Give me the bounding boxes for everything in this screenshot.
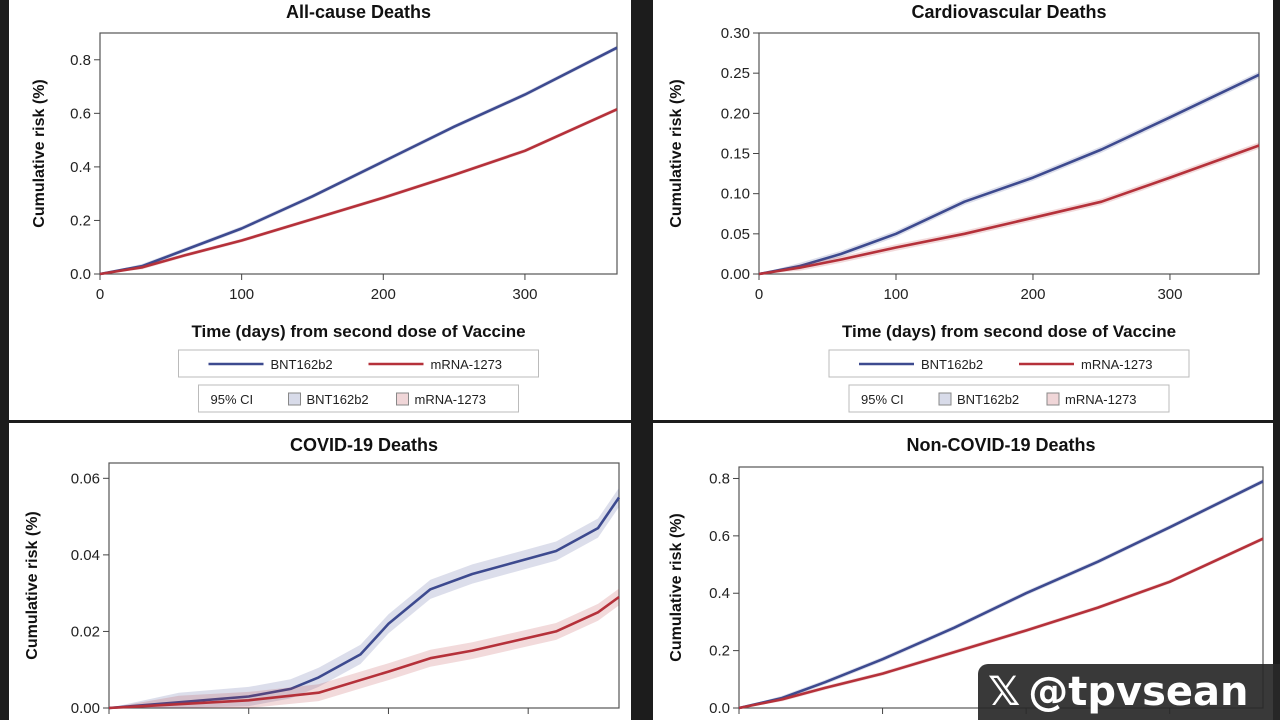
chart-title: COVID-19 Deaths — [290, 435, 438, 455]
y-tick-label: 0.4 — [70, 159, 91, 176]
legend-ci-label: 95% CI — [211, 392, 254, 407]
plot-frame — [99, 32, 618, 275]
legend-label: BNT162b2 — [921, 357, 983, 372]
y-tick-label: 0.20 — [721, 105, 750, 122]
y-tick-label: 0.4 — [709, 585, 730, 602]
y-tick-label: 0.06 — [71, 470, 100, 487]
x-tick-label: 0 — [96, 286, 104, 303]
y-tick-label: 0.02 — [71, 623, 100, 640]
y-tick-label: 0.00 — [71, 700, 100, 717]
x-tick-label: 0 — [755, 286, 763, 303]
y-tick-label: 0.25 — [721, 65, 750, 82]
chart-non-covid-deaths: Non-COVID-19 Deaths Cumulative risk (%) 0.… — [668, 435, 1264, 717]
y-tick-label: 0.0 — [709, 700, 730, 717]
legend-ci-swatch-bnt162b2 — [938, 392, 952, 406]
legend-label: mRNA-1273 — [1081, 357, 1153, 372]
chart-title: Non-COVID-19 Deaths — [906, 435, 1095, 455]
chart-legend: BNT162b2 mRNA-1273 95% CI BNT162b2 mRNA-1273 — [178, 349, 539, 413]
chart-title: Cardiovascular Deaths — [911, 2, 1106, 22]
y-tick-label: 0.30 — [721, 25, 750, 42]
legend-ci-box — [198, 384, 519, 413]
series-line-bnt162b2 — [108, 496, 621, 710]
legend-ci-swatch-mrna-1273 — [396, 392, 409, 406]
y-tick-label: 0.8 — [709, 470, 730, 487]
series-line-mrna-1273 — [758, 144, 1260, 276]
legend-label: mRNA-1273 — [1065, 392, 1137, 407]
y-tick-label: 0.0 — [70, 266, 91, 283]
chart-all-cause-deaths: All-cause Deaths Cumulative risk (%) 0.0 0.… — [31, 2, 618, 413]
legend-label: BNT162b2 — [307, 392, 369, 407]
legend-ci-box — [848, 384, 1170, 413]
legend-ci-label: 95% CI — [861, 392, 904, 407]
y-tick-label: 0.6 — [709, 528, 730, 545]
series-line-mrna-1273 — [99, 108, 618, 276]
series-line-mrna-1273 — [738, 537, 1264, 710]
chart-panel-all-cause: All-cause Deaths Cumulative risk (%) 0.0 0.… — [9, 0, 631, 420]
x-tick-label: 300 — [512, 286, 537, 303]
ci-band-mrna-1273 — [109, 588, 619, 708]
legend-label: BNT162b2 — [271, 357, 333, 372]
y-tick-label: 0.04 — [71, 547, 100, 564]
legend-label: mRNA-1273 — [431, 357, 503, 372]
x-axis-label: Time (days) from second dose of Vaccine — [191, 322, 525, 341]
x-tick-label: 200 — [1020, 286, 1045, 303]
chart-covid-deaths: COVID-19 Deaths Cumulative risk (%) 0.00 0.… — [24, 435, 621, 717]
x-axis-label: Time (days) from second dose of Vaccine — [842, 322, 1176, 341]
plot-frame — [108, 462, 620, 709]
x-logo-icon: 𝕏 — [988, 669, 1021, 715]
chart-panel-cardiovascular: Cardiovascular Deaths Cumulative risk (%)… — [653, 0, 1273, 420]
watermark-handle: @tpvsean — [1028, 669, 1249, 715]
y-tick-label: 0.10 — [721, 186, 750, 203]
x-tick-label: 100 — [229, 286, 254, 303]
y-tick-label: 0.2 — [709, 643, 730, 660]
y-tick-label: 0.15 — [721, 146, 750, 163]
y-tick-label: 0.00 — [721, 266, 750, 283]
series-line-bnt162b2 — [758, 73, 1260, 276]
y-tick-label: 0.2 — [70, 212, 91, 229]
chart-title: All-cause Deaths — [286, 2, 431, 22]
ci-band-mrna-1273 — [100, 107, 617, 275]
chart-legend: BNT162b2 mRNA-1273 95% CI BNT162b2 mRNA-1273 — [828, 349, 1190, 413]
series-line-bnt162b2 — [738, 480, 1264, 710]
y-tick-label: 0.05 — [721, 226, 750, 243]
watermark: 𝕏 @tpvsean — [978, 664, 1280, 720]
chart-cardiovascular-deaths: Cardiovascular Deaths Cumulative risk (%)… — [668, 2, 1260, 413]
y-axis-label: Cumulative risk (%) — [668, 79, 685, 227]
legend-label: mRNA-1273 — [415, 392, 487, 407]
y-axis-label: Cumulative risk (%) — [24, 511, 41, 659]
x-tick-label: 300 — [1157, 286, 1182, 303]
legend-ci-swatch-mrna-1273 — [1046, 392, 1060, 406]
x-tick-label: 200 — [371, 286, 396, 303]
y-axis-label: Cumulative risk (%) — [31, 79, 48, 227]
legend-label: BNT162b2 — [957, 392, 1019, 407]
x-tick-label: 100 — [883, 286, 908, 303]
chart-panel-covid: COVID-19 Deaths Cumulative risk (%) 0.00 0.… — [9, 423, 631, 720]
series-line-mrna-1273 — [108, 595, 620, 710]
y-axis-label: Cumulative risk (%) — [668, 513, 685, 661]
series-line-bnt162b2 — [99, 46, 618, 276]
y-tick-label: 0.8 — [70, 52, 91, 69]
y-tick-label: 0.6 — [70, 105, 91, 122]
plot-frame — [758, 32, 1260, 275]
ci-band-bnt162b2 — [100, 45, 617, 274]
legend-ci-swatch-bnt162b2 — [288, 392, 301, 406]
